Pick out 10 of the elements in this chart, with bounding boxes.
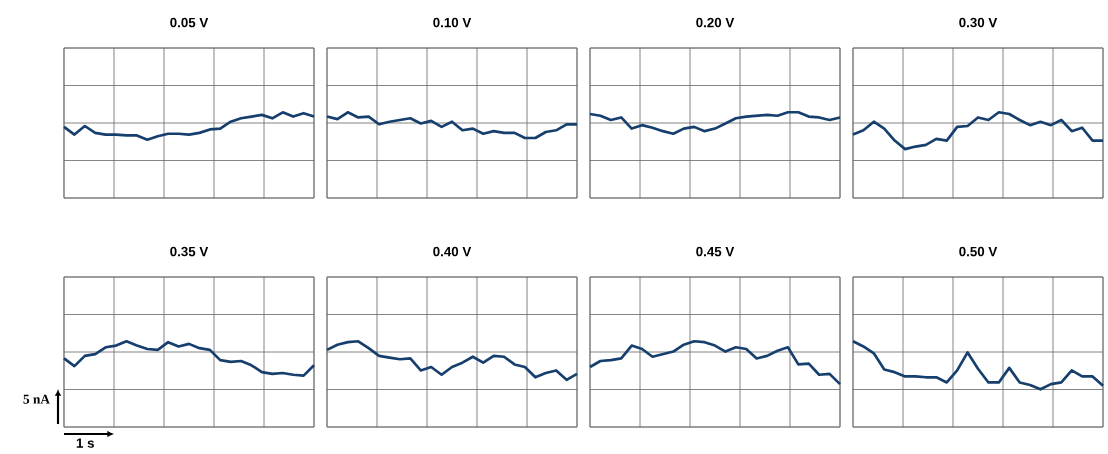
text: 5 nA	[23, 394, 50, 404]
chart-title: 0.50 V	[959, 246, 998, 257]
chart-title: 0.35 V	[170, 246, 209, 257]
chart-title: 0.10 V	[433, 17, 472, 28]
text: 1 s	[76, 438, 94, 448]
chart-title: 0.45 V	[696, 246, 735, 257]
chart-title: 0.30 V	[959, 17, 998, 28]
chart-title: 0.05 V	[170, 17, 209, 28]
chart-title: 0.40 V	[433, 246, 472, 257]
chart-title: 0.20 V	[696, 17, 735, 28]
